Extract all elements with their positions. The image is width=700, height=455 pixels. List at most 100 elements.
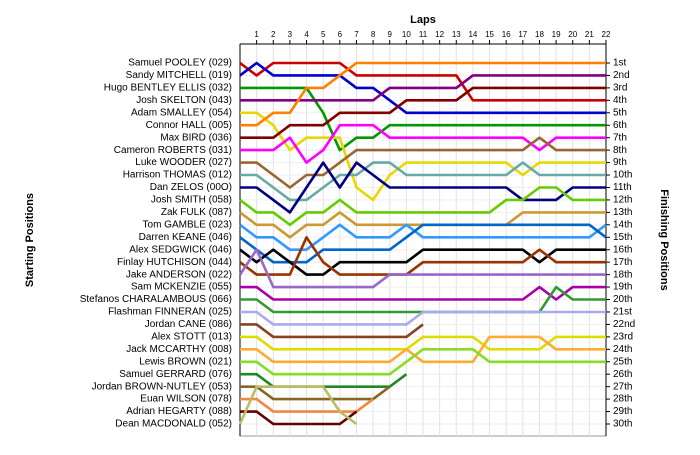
y-axis-title: Starting Positions — [24, 193, 36, 287]
legend-entry: Samuel GERRARD (076) — [119, 369, 232, 380]
y-tick-label: 3rd — [613, 83, 627, 94]
series-line — [239, 223, 607, 264]
y-tick-label: 15th — [613, 232, 632, 243]
y-tick-label: 27th — [613, 381, 632, 392]
y2-axis-title: Finishing Positions — [658, 189, 670, 290]
x-tick-label: 6 — [338, 30, 343, 39]
x-tick-label: 3 — [288, 30, 293, 39]
series-line — [240, 86, 606, 152]
legend-entry: Stefanos CHARALAMBOUS (066) — [80, 294, 232, 305]
x-tick-label: 8 — [371, 30, 376, 39]
legend-entry: Jake ANDERSON (022) — [126, 269, 232, 280]
y-tick-label: 8th — [613, 145, 627, 156]
y-tick-label: 11th — [613, 182, 632, 193]
legend-entry: Darren KEANE (046) — [139, 232, 232, 243]
x-tick-label: 13 — [452, 30, 461, 39]
legend-entry: Josh SMITH (058) — [151, 195, 232, 206]
series-line — [240, 335, 606, 351]
y-tick-label: 29th — [613, 406, 632, 417]
y-tick-label: 19th — [613, 282, 632, 293]
series-line — [240, 61, 606, 127]
y-tick-label: 12th — [613, 195, 632, 206]
series-line — [240, 410, 358, 426]
y-tick-label: 4th — [613, 95, 627, 106]
y-tick-label: 7th — [613, 132, 627, 143]
x-tick-label: 5 — [321, 30, 326, 39]
legend-entry: Dan ZELOS (00O) — [150, 182, 232, 193]
y-tick-label: 23rd — [613, 332, 633, 343]
series-line — [239, 61, 606, 115]
series-line — [239, 236, 606, 276]
y-tick-label: 30th — [613, 419, 632, 430]
y-tick-label: 5th — [613, 107, 627, 118]
x-tick-label: 10 — [402, 30, 411, 39]
y-tick-label: 24th — [613, 344, 632, 355]
legend-entry: Dean MACDONALD (052) — [115, 419, 232, 430]
series-line — [240, 385, 391, 401]
legend-entry: Alex SEDGWICK (046) — [129, 244, 232, 255]
x-tick-label: 2 — [271, 30, 276, 39]
x-tick-label: 15 — [485, 30, 494, 39]
legend-entry: Connor HALL (005) — [146, 120, 232, 131]
legend-entry: Zak FULK (087) — [161, 207, 232, 218]
y-tick-label: 2nd — [613, 70, 630, 81]
series-line — [240, 74, 606, 102]
y-tick-label: 22nd — [613, 319, 635, 330]
legend-entry: Finlay HUTCHISON (044) — [117, 257, 232, 268]
legend-entry: Sandy MITCHELL (019) — [126, 70, 232, 81]
x-tick-label: 1 — [254, 30, 259, 39]
y-tick-label: 1st — [613, 58, 627, 69]
series-line — [240, 161, 606, 214]
y-tick-label: 16th — [613, 244, 632, 255]
x-tick-label: 11 — [419, 30, 428, 39]
x-tick-label: 18 — [535, 30, 544, 39]
y-tick-label: 13th — [613, 207, 632, 218]
series-line — [240, 111, 606, 202]
series-line — [240, 310, 606, 326]
legend-entry: Luke WOODER (027) — [135, 157, 232, 168]
series-line — [240, 348, 606, 376]
x-tick-label: 14 — [468, 30, 477, 39]
x-tick-label: 9 — [388, 30, 393, 39]
series-line — [239, 61, 606, 102]
y-tick-label: 25th — [613, 356, 632, 367]
x-tick-label: 16 — [502, 30, 511, 39]
y-tick-label: 18th — [613, 269, 632, 280]
x-tick-label: 17 — [518, 30, 527, 39]
chart-title: Laps — [410, 14, 436, 26]
x-tick-label: 22 — [602, 30, 611, 39]
series-line — [240, 335, 606, 364]
x-tick-label: 12 — [435, 30, 444, 39]
series-line — [238, 385, 358, 426]
y-tick-label: 28th — [613, 394, 632, 405]
legend-entry: Lewis BROWN (021) — [139, 356, 232, 367]
x-tick-label: 19 — [552, 30, 561, 39]
y-tick-label: 20th — [613, 294, 632, 305]
y-tick-label: 21st — [613, 307, 632, 318]
series-line — [238, 248, 606, 289]
series-line — [239, 186, 606, 227]
legend-entry: Jordan CANE (086) — [145, 319, 232, 330]
legend-entry: Adam SMALLEY (054) — [131, 107, 232, 118]
legend-entry: Tom GAMBLE (023) — [143, 219, 232, 230]
legend-entry: Jordan BROWN-NUTLEY (053) — [92, 381, 232, 392]
legend-entry: Cameron ROBERTS (031) — [114, 145, 232, 156]
legend-entry: Harrison THOMAS (012) — [123, 170, 232, 181]
legend-entry: Euan WILSON (078) — [140, 394, 232, 405]
legend-entry: Jack MCCARTHY (008) — [126, 344, 232, 355]
x-tick-label: 21 — [585, 30, 594, 39]
legend-entry: Alex STOTT (013) — [151, 332, 232, 343]
x-tick-label: 4 — [304, 30, 309, 39]
series-line — [240, 323, 424, 339]
y-tick-label: 26th — [613, 369, 632, 380]
series-line — [240, 397, 374, 413]
series-line — [240, 161, 606, 202]
x-tick-label: 7 — [354, 30, 359, 39]
x-tick-label: 20 — [568, 30, 577, 39]
y-tick-label: 9th — [613, 157, 627, 168]
series-line — [239, 248, 606, 276]
series-line — [240, 136, 606, 189]
y-tick-label: 14th — [613, 219, 632, 230]
series-line — [240, 285, 606, 301]
